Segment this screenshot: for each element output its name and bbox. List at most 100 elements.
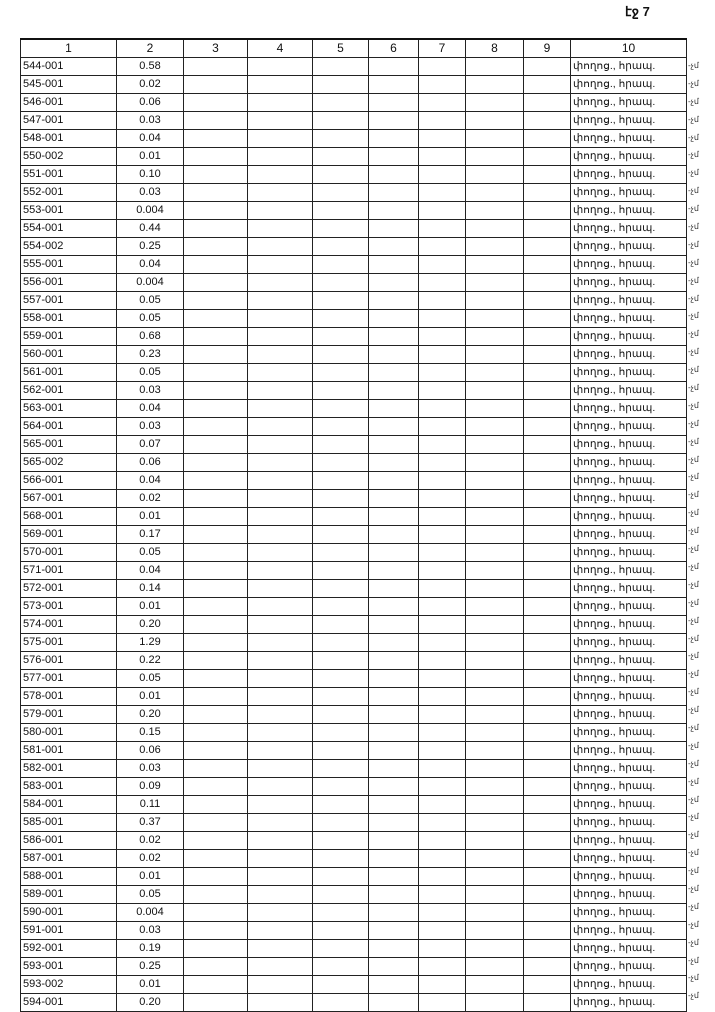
empty-cell: [368, 849, 419, 868]
parcel-code: 557-001: [20, 291, 117, 310]
parcel-code: 581-001: [20, 741, 117, 760]
table-row: 594-001 0.20 փողոց., հրապ.: [20, 993, 687, 1012]
empty-cell: [523, 255, 571, 274]
area-value: 0.15: [116, 723, 184, 742]
parcel-code: 544-001: [20, 57, 117, 76]
margin-mark: -չմ: [688, 186, 699, 196]
margin-mark: -չմ: [688, 168, 699, 178]
margin-mark: -չմ: [688, 508, 699, 518]
empty-cell: [465, 669, 524, 688]
land-use-note: փողոց., հրապ.: [570, 885, 687, 904]
empty-cell: [465, 57, 524, 76]
empty-cell: [183, 453, 248, 472]
table-row: 590-001 0.004 փողոց., հրապ.: [20, 903, 687, 922]
empty-cell: [183, 723, 248, 742]
empty-cell: [183, 327, 248, 346]
empty-cell: [368, 75, 419, 94]
empty-cell: [368, 885, 419, 904]
empty-cell: [183, 975, 248, 994]
table-row: 560-001 0.23 փողոց., հրապ.: [20, 345, 687, 364]
table-row: 558-001 0.05 փողոց., հրապ.: [20, 309, 687, 328]
empty-cell: [418, 219, 466, 238]
table-row: 588-001 0.01 փողոց., հրապ.: [20, 867, 687, 886]
area-value: 0.20: [116, 993, 184, 1012]
empty-cell: [247, 345, 313, 364]
empty-cell: [465, 705, 524, 724]
empty-cell: [418, 417, 466, 436]
empty-cell: [465, 273, 524, 292]
land-use-note: փողոց., հրապ.: [570, 795, 687, 814]
table-row: 571-001 0.04 փողոց., հրապ.: [20, 561, 687, 580]
empty-cell: [523, 435, 571, 454]
area-value: 0.10: [116, 165, 184, 184]
empty-cell: [183, 93, 248, 112]
parcel-code: 565-002: [20, 453, 117, 472]
margin-mark: -չմ: [688, 78, 699, 88]
empty-cell: [418, 237, 466, 256]
empty-cell: [247, 237, 313, 256]
empty-cell: [368, 993, 419, 1012]
empty-cell: [312, 633, 369, 652]
margin-mark: -չմ: [688, 418, 699, 428]
empty-cell: [418, 363, 466, 382]
empty-cell: [523, 939, 571, 958]
margin-mark: -չմ: [688, 544, 699, 554]
empty-cell: [183, 507, 248, 526]
empty-cell: [523, 561, 571, 580]
margin-mark: -չմ: [688, 651, 699, 661]
empty-cell: [465, 885, 524, 904]
land-use-note: փողոց., հրապ.: [570, 165, 687, 184]
empty-cell: [465, 129, 524, 148]
empty-cell: [418, 723, 466, 742]
empty-cell: [183, 921, 248, 940]
empty-cell: [465, 219, 524, 238]
empty-cell: [418, 57, 466, 76]
area-value: 0.06: [116, 93, 184, 112]
empty-cell: [418, 543, 466, 562]
page-number: էջ 7: [625, 4, 650, 19]
empty-cell: [523, 381, 571, 400]
empty-cell: [523, 849, 571, 868]
empty-cell: [247, 741, 313, 760]
empty-cell: [312, 183, 369, 202]
empty-cell: [312, 435, 369, 454]
empty-cell: [312, 147, 369, 166]
land-use-note: փողոց., հրապ.: [570, 975, 687, 994]
empty-cell: [418, 885, 466, 904]
empty-cell: [183, 129, 248, 148]
land-use-note: փողոց., հրապ.: [570, 219, 687, 238]
land-use-note: փողոց., հրապ.: [570, 309, 687, 328]
empty-cell: [183, 345, 248, 364]
area-value: 0.20: [116, 705, 184, 724]
parcel-code: 559-001: [20, 327, 117, 346]
empty-cell: [312, 849, 369, 868]
empty-cell: [523, 57, 571, 76]
margin-mark: -չմ: [688, 991, 699, 1001]
empty-cell: [368, 111, 419, 130]
land-use-note: փողոց., հրապ.: [570, 291, 687, 310]
empty-cell: [523, 507, 571, 526]
empty-cell: [418, 903, 466, 922]
table-row: 552-001 0.03 փողոց., հրապ.: [20, 183, 687, 202]
margin-mark: -չմ: [688, 61, 699, 70]
empty-cell: [418, 867, 466, 886]
margin-mark: -չմ: [688, 329, 699, 339]
empty-cell: [368, 489, 419, 508]
empty-cell: [418, 813, 466, 832]
table-row: 565-001 0.07 փողոց., հրապ.: [20, 435, 687, 454]
empty-cell: [312, 615, 369, 634]
empty-cell: [465, 957, 524, 976]
table-row: 564-001 0.03 փողոց., հրապ.: [20, 417, 687, 436]
empty-cell: [312, 543, 369, 562]
empty-cell: [247, 579, 313, 598]
empty-cell: [368, 237, 419, 256]
parcel-code: 586-001: [20, 831, 117, 850]
table-row: 563-001 0.04 փողոց., հրապ.: [20, 399, 687, 418]
empty-cell: [247, 471, 313, 490]
margin-mark: -չմ: [688, 633, 699, 643]
column-header-1: 1: [20, 38, 117, 58]
margin-mark: -չմ: [688, 740, 699, 750]
empty-cell: [418, 633, 466, 652]
land-use-note: փողոց., հրապ.: [570, 813, 687, 832]
empty-cell: [465, 795, 524, 814]
